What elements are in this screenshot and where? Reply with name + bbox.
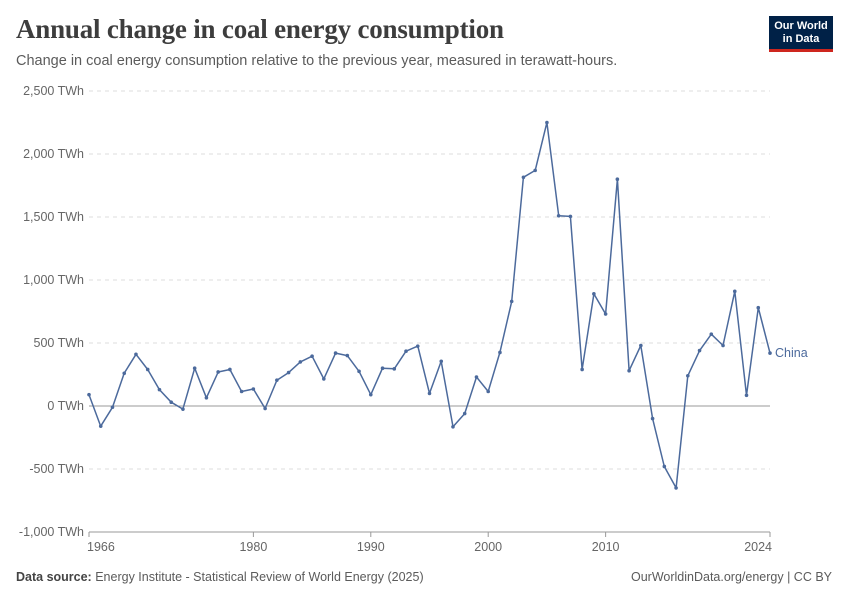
y-tick-label: 2,500 TWh (23, 84, 84, 98)
data-point[interactable] (404, 349, 408, 353)
series-label-china[interactable]: China (775, 346, 808, 360)
data-point[interactable] (345, 353, 350, 358)
x-tick-label: 1980 (239, 540, 267, 554)
data-point[interactable] (145, 367, 150, 372)
x-tick-label: 2024 (744, 540, 772, 554)
y-axis-ticks: -1,000 TWh -500 TWh 0 TWh 500 TWh 1,000 TWh 1… (19, 84, 84, 539)
data-point[interactable] (204, 396, 209, 400)
data-point[interactable] (87, 392, 91, 397)
data-point[interactable] (615, 177, 620, 181)
y-tick-label: -1,000 TWh (19, 525, 84, 539)
data-point[interactable] (744, 393, 749, 398)
y-tick-label: 500 TWh (34, 336, 85, 350)
y-tick-label: 2,000 TWh (23, 147, 84, 161)
logo-line-1: Our World (774, 20, 828, 32)
x-tick-label: 2000 (474, 540, 502, 554)
data-point[interactable] (509, 299, 514, 304)
data-point[interactable] (662, 464, 667, 469)
x-tick-label: 1966 (87, 540, 115, 554)
data-point[interactable] (169, 400, 173, 405)
data-point[interactable] (251, 387, 256, 391)
data-point[interactable] (545, 120, 549, 125)
data-point[interactable] (310, 354, 314, 359)
data-point[interactable] (627, 368, 631, 373)
data-point[interactable] (122, 371, 127, 376)
y-tick-label: 1,000 TWh (23, 273, 84, 287)
data-point[interactable] (732, 289, 737, 294)
x-tick-label: 1990 (357, 540, 385, 554)
data-point[interactable] (228, 367, 232, 372)
data-point[interactable] (181, 407, 185, 411)
series-line (88, 121, 771, 489)
data-point[interactable] (686, 373, 690, 378)
data-point[interactable] (380, 366, 385, 371)
data-point[interactable] (157, 387, 162, 392)
owid-logo[interactable]: Our World in Data (769, 16, 833, 52)
data-point[interactable] (275, 378, 279, 382)
y-tick-label: 0 TWh (47, 399, 84, 413)
data-point[interactable] (322, 377, 326, 381)
data-point[interactable] (98, 424, 103, 428)
data-source-text: Energy Institute - Statistical Review of… (95, 570, 424, 584)
data-point[interactable] (721, 343, 725, 348)
data-point[interactable] (474, 375, 479, 379)
data-point[interactable] (263, 406, 267, 411)
data-point[interactable] (709, 332, 714, 336)
chart-subtitle: Change in coal energy consumption relati… (16, 53, 618, 69)
data-point[interactable] (756, 305, 761, 310)
data-point[interactable] (556, 213, 561, 218)
footer-link[interactable]: OurWorldinData.org/energy | CC BY (630, 570, 832, 584)
data-source: Data source: Energy Institute - Statisti… (16, 570, 424, 584)
data-source-label: Data source: (16, 570, 92, 584)
data-point[interactable] (521, 175, 526, 180)
data-point[interactable] (462, 411, 467, 416)
data-point[interactable] (674, 486, 678, 490)
data-point[interactable] (298, 360, 303, 364)
data-point[interactable] (415, 344, 420, 348)
data-point[interactable] (192, 366, 197, 371)
x-tick-label: 2010 (592, 540, 620, 554)
data-point[interactable] (697, 348, 702, 353)
y-tick-label: 1,500 TWh (23, 210, 84, 224)
data-point[interactable] (568, 214, 573, 219)
data-point[interactable] (286, 370, 291, 375)
data-point[interactable] (392, 367, 397, 371)
gridlines (89, 90, 770, 533)
data-point[interactable] (486, 389, 491, 394)
data-point[interactable] (216, 370, 220, 374)
line-chart: -1,000 TWh -500 TWh 0 TWh 500 TWh 1,000 TWh 1… (19, 84, 808, 554)
data-point[interactable] (239, 389, 244, 394)
logo-line-2: in Data (782, 33, 820, 45)
chart-title: Annual change in coal energy consumption (16, 14, 504, 44)
y-tick-label: -500 TWh (29, 462, 84, 476)
data-point[interactable] (603, 312, 608, 316)
data-point[interactable] (580, 367, 584, 372)
series-china: China (87, 120, 808, 490)
x-axis: 1966 1980 1990 2000 2010 2024 (87, 531, 772, 554)
data-point[interactable] (592, 292, 596, 296)
data-point[interactable] (357, 369, 361, 374)
data-point[interactable] (427, 391, 432, 396)
data-point[interactable] (333, 351, 338, 355)
data-point[interactable] (439, 359, 444, 364)
data-point[interactable] (368, 392, 373, 397)
data-point[interactable] (768, 351, 772, 355)
data-point[interactable] (650, 416, 655, 421)
data-point[interactable] (451, 424, 455, 429)
data-point[interactable] (639, 343, 643, 348)
data-point[interactable] (498, 350, 502, 355)
data-point[interactable] (134, 352, 138, 357)
data-point[interactable] (110, 405, 115, 410)
data-point[interactable] (533, 168, 537, 173)
